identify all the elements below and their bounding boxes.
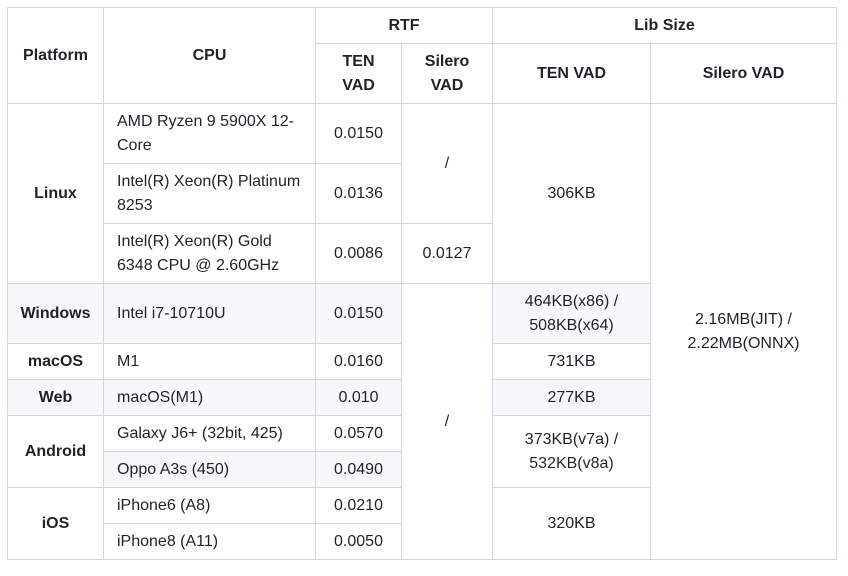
- ten-lib-ios: 320KB: [492, 487, 651, 560]
- cpu-header: CPU: [103, 7, 316, 104]
- rtf-header: RTF: [315, 7, 493, 44]
- ten-rtf-cell: 0.0086: [315, 223, 402, 284]
- cpu-cell: AMD Ryzen 9 5900X 12-Core: [103, 103, 316, 164]
- header-row-1: Platform CPU RTF Lib Size: [7, 7, 837, 104]
- ten-lib-android: 373KB(v7a) / 532KB(v8a): [492, 415, 651, 488]
- table-row: macOS M1 0.0160 731KB: [7, 343, 837, 380]
- ten-lib-linux: 306KB: [492, 103, 651, 284]
- cpu-cell: iPhone6 (A8): [103, 487, 316, 524]
- cpu-cell: iPhone8 (A11): [103, 523, 316, 560]
- cpu-cell: macOS(M1): [103, 379, 316, 416]
- silero-lib-cell: 2.16MB(JIT) / 2.22MB(ONNX): [650, 103, 837, 560]
- lib-size-header: Lib Size: [492, 7, 837, 44]
- ten-rtf-cell: 0.0136: [315, 163, 402, 224]
- platform-web: Web: [7, 379, 104, 416]
- ten-rtf-cell: 0.0490: [315, 451, 402, 488]
- cpu-cell: Galaxy J6+ (32bit, 425): [103, 415, 316, 452]
- platform-ios: iOS: [7, 487, 104, 560]
- ten-lib-macos: 731KB: [492, 343, 651, 380]
- table-row: Intel(R) Xeon(R) Gold 6348 CPU @ 2.60GHz…: [8, 223, 837, 284]
- cpu-cell: Intel(R) Xeon(R) Platinum 8253: [103, 163, 316, 224]
- ten-rtf-cell: 0.0150: [315, 103, 402, 164]
- table-row: Android Galaxy J6+ (32bit, 425) 0.0570 3…: [7, 415, 837, 488]
- platform-macos: macOS: [7, 343, 104, 380]
- table-row: iOS iPhone6 (A8) 0.0210 320KB: [7, 487, 837, 560]
- silero-rtf-cell: /: [401, 103, 493, 224]
- ten-rtf-cell: 0.0160: [315, 343, 402, 380]
- platform-header: Platform: [7, 7, 104, 104]
- lib-ten-vad-header: TEN VAD: [492, 43, 651, 104]
- rtf-silero-vad-header: Silero VAD: [401, 43, 493, 104]
- performance-table: Platform CPU RTF Lib Size TEN VAD Silero…: [7, 7, 837, 560]
- platform-windows: Windows: [7, 283, 104, 344]
- header-row-2: TEN VAD Silero VAD TEN VAD Silero VAD: [8, 43, 837, 104]
- ten-rtf-cell: 0.0570: [315, 415, 402, 452]
- silero-rtf-cell: /: [401, 283, 493, 560]
- table-row: Intel(R) Xeon(R) Platinum 8253 0.0136: [8, 163, 837, 224]
- ten-rtf-cell: 0.010: [315, 379, 402, 416]
- table-row: Linux AMD Ryzen 9 5900X 12-Core 0.0150 /…: [7, 103, 837, 560]
- ten-rtf-cell: 0.0210: [315, 487, 402, 524]
- ten-lib-web: 277KB: [492, 379, 651, 416]
- lib-silero-vad-header: Silero VAD: [650, 43, 837, 104]
- cpu-cell: Oppo A3s (450): [103, 451, 316, 488]
- silero-rtf-cell: 0.0127: [401, 223, 493, 284]
- ten-rtf-cell: 0.0050: [315, 523, 402, 560]
- rtf-ten-vad-header: TEN VAD: [315, 43, 402, 104]
- cpu-cell: M1: [103, 343, 316, 380]
- platform-android: Android: [7, 415, 104, 488]
- ten-lib-windows: 464KB(x86) / 508KB(x64): [492, 283, 651, 344]
- ten-rtf-cell: 0.0150: [315, 283, 402, 344]
- cpu-cell: Intel(R) Xeon(R) Gold 6348 CPU @ 2.60GHz: [103, 223, 316, 284]
- table-row: Windows Intel i7-10710U 0.0150 / 464KB(x…: [7, 283, 837, 560]
- cpu-cell: Intel i7-10710U: [103, 283, 316, 344]
- platform-linux: Linux: [7, 103, 104, 284]
- table-row: iPhone8 (A11) 0.0050: [8, 523, 837, 560]
